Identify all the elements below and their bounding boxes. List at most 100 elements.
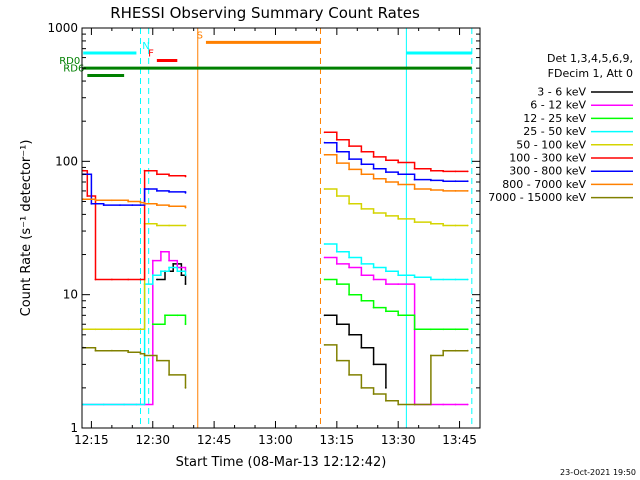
data-point: [372, 167, 375, 170]
data-point: [454, 278, 457, 281]
data-point: [466, 328, 469, 331]
data-point: [413, 328, 416, 331]
data-point: [323, 256, 326, 259]
data-point: [360, 208, 363, 210]
data-point: [143, 354, 146, 357]
data-point: [360, 163, 363, 166]
data-point: [348, 266, 350, 269]
data-point: [168, 191, 171, 193]
data-point: [397, 274, 400, 277]
data-point: [139, 204, 142, 207]
x-tick-label: 13:15: [320, 433, 355, 447]
data-point: [385, 283, 387, 285]
legend-label: 300 - 800 keV: [509, 165, 586, 178]
data-point: [176, 270, 179, 273]
data-point: [454, 170, 457, 173]
data-point: [323, 243, 326, 245]
data-point: [323, 344, 326, 346]
data-point: [164, 314, 166, 317]
data-point: [430, 328, 432, 331]
legend-label: 12 - 25 keV: [523, 112, 586, 125]
data-point: [135, 403, 138, 406]
data-point: [348, 333, 350, 336]
data-point: [335, 138, 338, 141]
data-point: [168, 259, 171, 262]
data-point: [82, 403, 85, 406]
data-point: [372, 363, 375, 366]
data-point: [335, 283, 338, 285]
data-point: [111, 278, 113, 281]
data-point: [184, 323, 187, 326]
data-point: [430, 354, 432, 357]
data-point: [123, 403, 125, 406]
data-point: [348, 293, 350, 296]
data-point: [143, 188, 146, 190]
data-point: [127, 278, 130, 281]
data-point: [454, 190, 457, 192]
data-point: [413, 178, 416, 181]
flag-label: N: [142, 41, 149, 52]
data-point: [82, 328, 85, 331]
data-point: [372, 156, 375, 158]
series-line: [83, 344, 468, 406]
data-point: [139, 328, 142, 331]
data-point: [360, 274, 363, 277]
data-point: [184, 274, 187, 277]
data-point: [111, 199, 113, 202]
data-point: [454, 403, 457, 406]
legend-label: 3 - 6 keV: [537, 86, 586, 99]
data-point: [184, 224, 187, 227]
data-point: [180, 274, 183, 277]
data-point: [430, 189, 432, 191]
data-point: [466, 190, 469, 192]
data-point: [372, 212, 375, 214]
data-point: [385, 399, 387, 402]
data-point: [466, 278, 469, 281]
data-point: [397, 283, 400, 285]
data-point: [143, 202, 146, 205]
data-point: [160, 270, 162, 273]
x-axis-label: Start Time (08-Mar-13 12:12:42): [176, 455, 387, 470]
data-point: [430, 179, 432, 182]
x-tick-label: 13:45: [442, 433, 477, 447]
data-point: [385, 387, 387, 389]
data-point: [323, 188, 326, 190]
data-point: [335, 162, 338, 165]
x-tick-label: 12:15: [74, 433, 109, 447]
data-point: [335, 359, 338, 362]
data-point: [466, 224, 469, 227]
data-point: [442, 349, 445, 352]
data-point: [172, 263, 175, 265]
data-point: [360, 263, 363, 265]
data-point: [454, 180, 457, 183]
data-point: [385, 181, 387, 183]
data-point: [151, 323, 154, 326]
y-tick-label: 1000: [47, 21, 78, 35]
data-point: [348, 145, 350, 148]
data-point: [335, 150, 338, 153]
data-point: [397, 161, 400, 164]
data-point: [430, 222, 432, 225]
data-point: [442, 224, 445, 227]
data-point: [385, 310, 387, 313]
flag-label: RD6: [63, 64, 84, 75]
data-point: [372, 306, 375, 309]
data-point: [139, 352, 142, 355]
data-point: [454, 224, 457, 227]
data-point: [94, 199, 97, 202]
data-point: [348, 168, 350, 171]
data-point: [168, 205, 171, 208]
x-tick-label: 12:45: [197, 433, 232, 447]
data-point: [102, 204, 105, 207]
data-point: [372, 266, 375, 269]
data-point: [127, 351, 130, 354]
y-tick-label: 10: [63, 288, 78, 302]
data-point: [323, 153, 326, 156]
data-point: [466, 349, 469, 352]
data-point: [335, 263, 338, 265]
flag-label: S: [197, 30, 203, 41]
data-point: [82, 169, 85, 172]
data-point: [111, 328, 113, 331]
data-point: [323, 278, 326, 281]
data-point: [397, 403, 400, 406]
